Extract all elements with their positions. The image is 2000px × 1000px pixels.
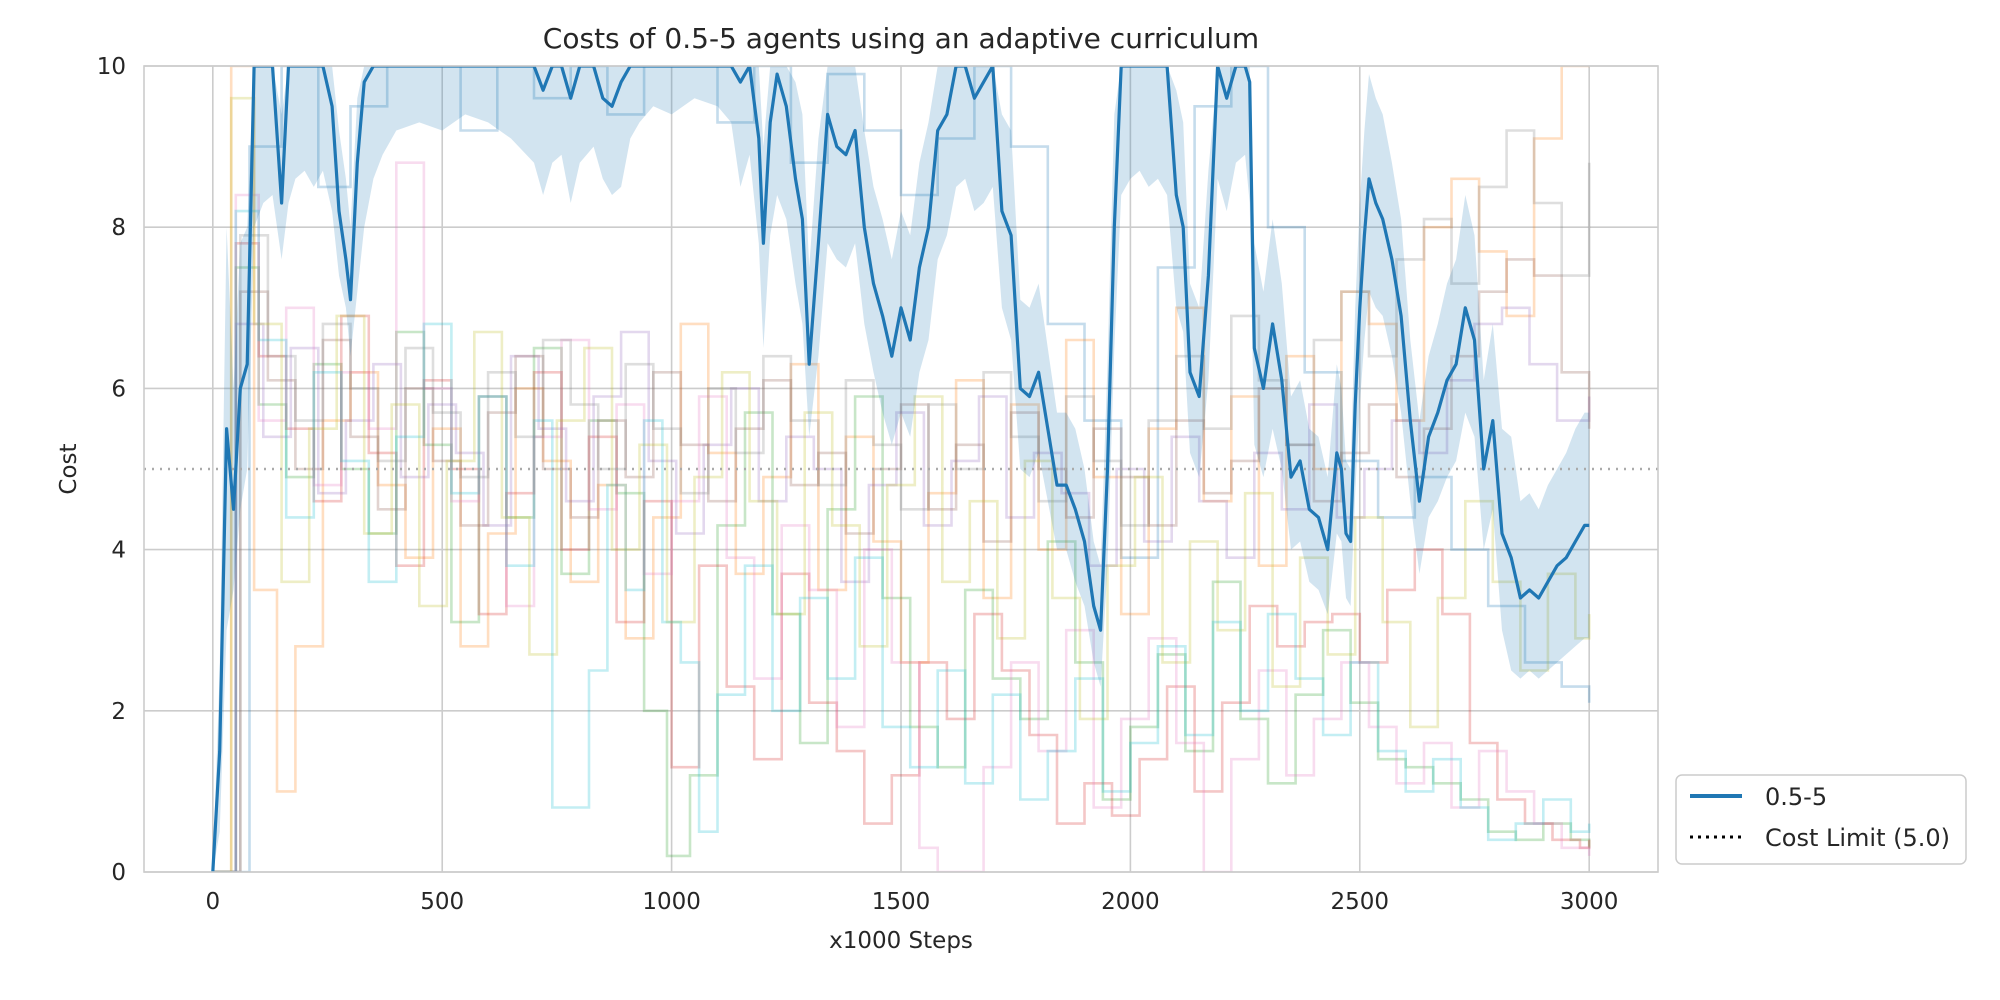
run-line-3	[212, 266, 1591, 872]
individual-run-lines	[212, 66, 1591, 872]
run-line-4	[212, 242, 1591, 872]
mean-series-line	[211, 66, 1590, 872]
x-tick-label: 1500	[872, 889, 931, 915]
y-tick-label: 6	[111, 376, 126, 402]
y-tick-label: 0	[111, 860, 126, 886]
x-tick-label: 3000	[1560, 889, 1619, 915]
run-line-1	[212, 66, 1591, 872]
run-line-10	[212, 209, 1591, 872]
y-axis-label: Cost	[56, 443, 82, 494]
plot-frame	[143, 65, 1659, 873]
x-tick-label: 2500	[1331, 889, 1390, 915]
y-tick-label: 8	[111, 215, 126, 241]
legend-cost-limit-label: Cost Limit (5.0)	[1765, 824, 1950, 852]
legend-box	[1675, 774, 1967, 865]
run-line-2	[212, 66, 1590, 872]
legend-mean-label: 0.5-5	[1765, 783, 1827, 811]
run-line-9	[212, 96, 1591, 872]
x-axis-ticks: 0 500 1000 1500 2000 2500 3000	[205, 889, 1618, 915]
x-axis-label: x1000 Steps	[829, 928, 973, 954]
run-line-7	[212, 161, 1591, 872]
x-tick-label: 500	[420, 889, 464, 915]
run-line-6	[212, 258, 1591, 872]
y-axis-ticks: 0 2 4 6 8 10	[97, 54, 126, 886]
run-line-5	[212, 306, 1591, 872]
x-tick-label: 2000	[1101, 889, 1160, 915]
legend: 0.5-5 Cost Limit (5.0)	[1675, 774, 1967, 865]
y-tick-label: 2	[111, 699, 126, 725]
x-tick-label: 0	[205, 889, 220, 915]
chart-title: Costs of 0.5-5 agents using an adaptive …	[543, 22, 1259, 55]
y-tick-label: 10	[97, 54, 126, 80]
x-tick-label: 1000	[642, 889, 701, 915]
run-line-8	[212, 129, 1591, 872]
y-tick-label: 4	[111, 538, 126, 564]
